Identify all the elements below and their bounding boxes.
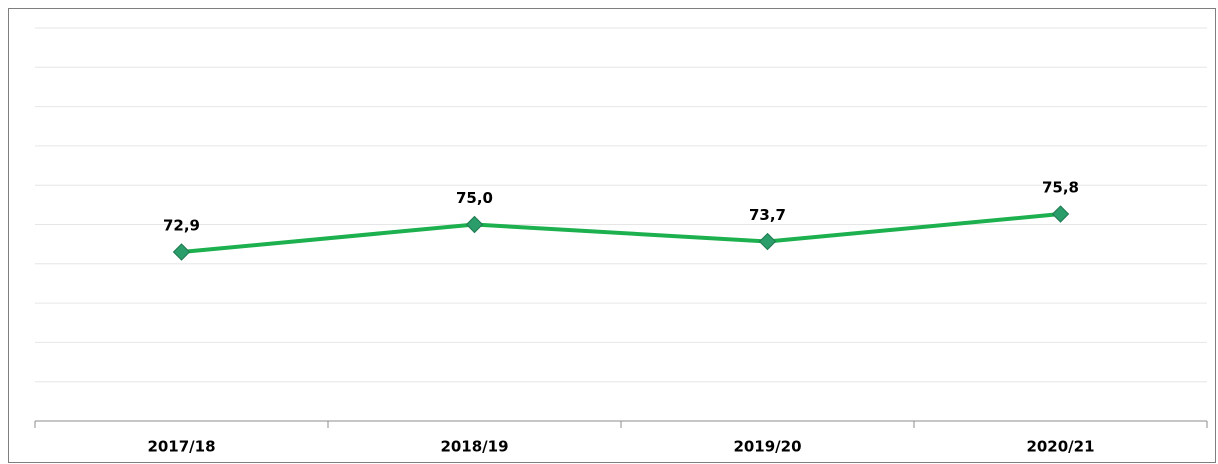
chart-border — [8, 8, 1216, 463]
x-tick-label: 2019/20 — [733, 438, 801, 456]
line — [181, 212, 1061, 255]
data-label: 75,0 — [456, 189, 493, 207]
marker — [465, 215, 484, 234]
data-label: 72,9 — [163, 217, 200, 235]
marker — [1051, 205, 1070, 223]
x-tick-label: 2017/18 — [147, 438, 215, 456]
marker — [758, 232, 777, 251]
x-tick-label: 2020/21 — [1026, 438, 1094, 456]
data-label: 75,8 — [1042, 179, 1079, 197]
marker — [172, 243, 191, 261]
x-tick-label: 2018/19 — [440, 438, 508, 456]
data-label: 73,7 — [749, 206, 786, 224]
